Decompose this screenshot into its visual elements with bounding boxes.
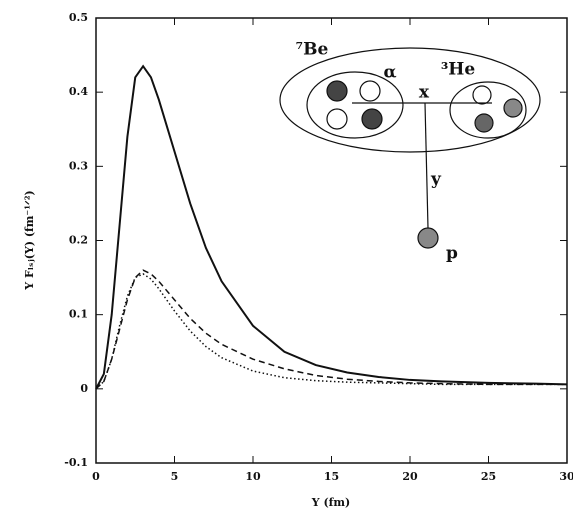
y-coordinate-line bbox=[424, 102, 429, 229]
he3-ellipse bbox=[449, 81, 527, 139]
nucleon bbox=[361, 108, 383, 130]
be7-ellipse bbox=[279, 47, 541, 153]
y-tick-label: 0.4 bbox=[69, 85, 88, 98]
annotation: x bbox=[419, 83, 430, 103]
y-tick-label: -0.1 bbox=[64, 456, 88, 469]
series-line bbox=[95, 273, 567, 390]
x-tick-label: 0 bbox=[92, 470, 100, 483]
x-tick-label: 20 bbox=[402, 470, 418, 483]
nucleon bbox=[326, 80, 348, 102]
nucleon bbox=[359, 80, 381, 102]
x-axis-label: Y (fm) bbox=[311, 496, 350, 509]
annotation: p bbox=[446, 244, 458, 264]
x-tick-label: 5 bbox=[171, 470, 179, 483]
proton bbox=[417, 227, 439, 249]
series-line bbox=[95, 269, 567, 390]
annotation: y bbox=[430, 170, 442, 190]
x-tick-label: 25 bbox=[481, 470, 496, 483]
annotation: ³He bbox=[441, 60, 476, 80]
y-axis-label: Y Fₗₛⱼ(Y) (fm⁻¹ᐟ²) bbox=[23, 190, 36, 290]
y-tick-label: 0.2 bbox=[69, 234, 88, 247]
nucleon bbox=[326, 108, 348, 130]
y-tick-label: 0.1 bbox=[69, 308, 88, 321]
x-tick-label: 15 bbox=[324, 470, 339, 483]
inset-diagram bbox=[279, 47, 541, 249]
annotation: α bbox=[383, 63, 396, 83]
y-tick-label: 0 bbox=[80, 382, 88, 395]
x-tick-label: 30 bbox=[559, 470, 573, 483]
y-tick-label: 0.3 bbox=[69, 159, 88, 172]
series-line bbox=[95, 64, 568, 390]
nucleon bbox=[474, 113, 494, 133]
nucleon bbox=[472, 85, 492, 105]
x-tick-label: 10 bbox=[245, 470, 261, 483]
y-tick-label: 0.5 bbox=[69, 11, 88, 24]
nucleon bbox=[503, 98, 523, 118]
alpha-ellipse bbox=[306, 71, 404, 139]
annotation: ⁷Be bbox=[296, 40, 329, 60]
